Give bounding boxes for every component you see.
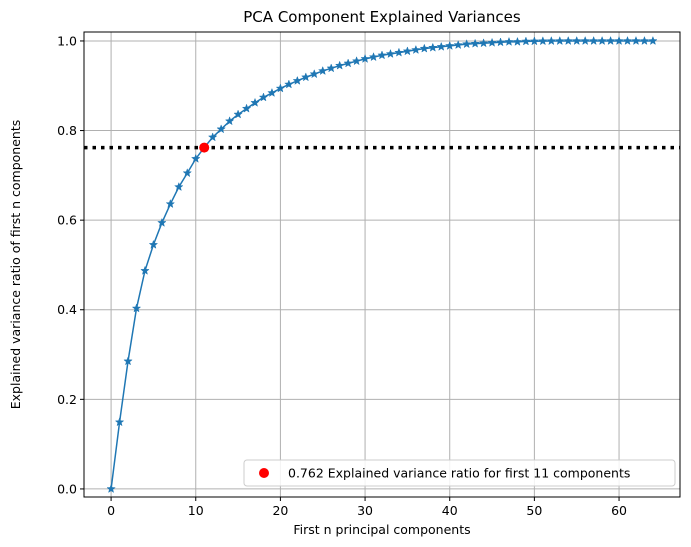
y-tick-label: 0.4 <box>57 302 77 317</box>
data-point <box>648 35 658 46</box>
legend-marker <box>259 468 269 478</box>
data-point <box>639 35 650 46</box>
data-point <box>588 35 599 46</box>
data-point <box>504 36 514 46</box>
data-point <box>157 217 167 227</box>
data-point <box>394 47 404 57</box>
data-point <box>622 35 633 46</box>
data-point <box>538 36 548 46</box>
data-point <box>605 35 616 46</box>
series-line <box>110 40 653 490</box>
grid-lines <box>84 32 680 497</box>
data-point <box>165 199 176 209</box>
data-point <box>343 58 353 68</box>
data-point <box>309 69 320 79</box>
data-point <box>470 38 480 48</box>
highlight-group <box>199 142 210 153</box>
data-point <box>224 116 235 126</box>
data-point <box>140 265 150 275</box>
chart-title: PCA Component Explained Variances <box>243 8 521 26</box>
data-point <box>114 417 125 427</box>
y-tick-label: 0.8 <box>57 123 77 138</box>
data-point <box>190 153 201 163</box>
data-point <box>360 53 370 63</box>
y-tick-label: 0.2 <box>57 392 77 407</box>
data-point <box>284 79 294 89</box>
legend-box <box>243 459 676 487</box>
x-tick-label: 20 <box>272 503 288 518</box>
series-group <box>106 35 658 494</box>
data-point <box>326 63 336 73</box>
data-point <box>563 35 574 46</box>
data-point <box>275 83 286 93</box>
data-point <box>123 356 133 366</box>
data-point <box>580 35 590 46</box>
data-point <box>571 35 582 46</box>
y-axis-label: Explained variance ratio of first n comp… <box>8 120 23 409</box>
plot-frame <box>83 31 681 498</box>
data-point <box>258 92 269 102</box>
data-point <box>368 52 379 62</box>
data-point <box>512 36 523 46</box>
data-point <box>495 37 506 47</box>
data-point <box>521 36 531 46</box>
data-point <box>631 35 641 46</box>
data-point <box>487 37 497 47</box>
data-point <box>436 41 447 51</box>
data-point <box>555 35 565 46</box>
data-point <box>411 44 421 54</box>
data-point <box>478 38 489 48</box>
data-point <box>614 35 624 46</box>
x-tick-label: 40 <box>442 503 458 518</box>
data-point <box>546 36 557 46</box>
data-point <box>233 109 243 119</box>
data-point <box>317 65 328 76</box>
y-tick-label: 0.0 <box>57 481 77 496</box>
data-point <box>250 97 260 107</box>
data-point <box>419 43 430 53</box>
data-point <box>444 40 455 50</box>
data-point <box>131 303 142 313</box>
x-tick-label: 10 <box>188 503 204 518</box>
data-point <box>529 36 540 46</box>
data-point <box>385 48 396 59</box>
data-point <box>453 39 463 50</box>
y-tick-label: 0.6 <box>57 213 77 228</box>
data-point <box>148 239 159 249</box>
x-tick-label: 0 <box>107 503 115 518</box>
x-tick-label: 60 <box>611 503 627 518</box>
data-point <box>241 103 252 113</box>
data-point <box>267 87 277 97</box>
legend: 0.762 Explained variance ratio for first… <box>243 459 676 487</box>
x-axis-label: First n principal components <box>293 522 470 537</box>
y-tick-label: 1.0 <box>57 33 77 48</box>
data-point <box>428 42 438 52</box>
data-point <box>207 132 218 142</box>
data-point <box>402 46 413 56</box>
x-tick-label: 30 <box>357 503 373 518</box>
data-point <box>216 124 226 134</box>
data-point <box>174 181 184 192</box>
highlight-point <box>199 142 210 153</box>
data-point <box>351 56 362 66</box>
data-point <box>334 60 345 70</box>
data-point <box>182 168 193 178</box>
data-point <box>301 72 311 82</box>
data-point <box>292 75 303 85</box>
legend-entry-text: 0.762 Explained variance ratio for first… <box>288 466 630 481</box>
data-point <box>597 35 607 46</box>
tick-group: 0 10 20 30 40 50 60 0.0 0.2 0.4 0.6 0.8 1.0 <box>57 33 627 518</box>
data-point <box>106 483 116 494</box>
x-tick-label: 50 <box>526 503 542 518</box>
data-point <box>377 50 387 60</box>
data-point <box>461 39 472 49</box>
